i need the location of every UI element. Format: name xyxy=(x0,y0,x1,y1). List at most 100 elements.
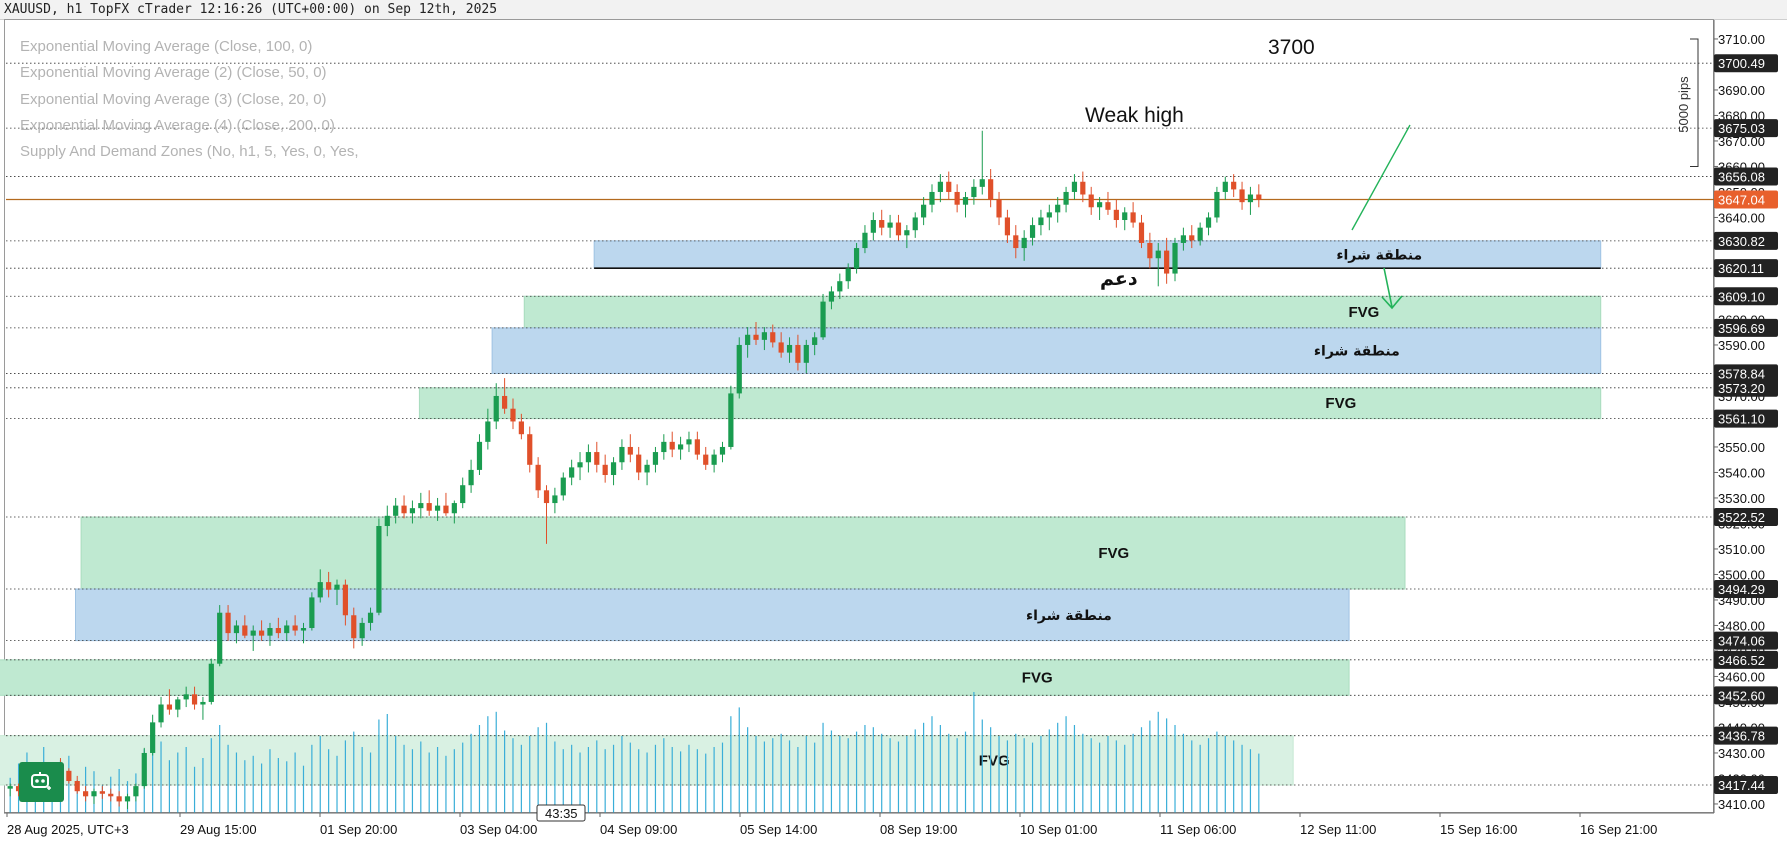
level-label: 3578.84 xyxy=(1718,366,1765,381)
candle-layer xyxy=(7,130,1262,810)
level-label: 3474.06 xyxy=(1718,634,1765,649)
candle-body xyxy=(552,495,558,504)
candle-body xyxy=(485,421,491,442)
candle-body xyxy=(376,526,382,613)
candle-body xyxy=(1105,202,1111,210)
candle-body xyxy=(677,444,684,450)
candle-body xyxy=(1055,204,1061,213)
candle-body xyxy=(443,505,449,514)
trading-bot-button[interactable] xyxy=(19,762,64,802)
current-price-label: 3647.04 xyxy=(1718,193,1765,208)
candle-body xyxy=(451,503,457,514)
candle-body xyxy=(770,332,776,343)
candle-body xyxy=(267,628,273,636)
candle-body xyxy=(1256,194,1262,200)
candle-body xyxy=(862,232,868,249)
candle-body xyxy=(803,344,809,363)
level-label: 3656.08 xyxy=(1718,169,1765,184)
candle-body xyxy=(569,467,575,478)
candle-body xyxy=(434,505,441,511)
grid-layer xyxy=(6,62,1714,786)
candle-body xyxy=(1088,194,1094,208)
candle-body xyxy=(200,701,206,705)
candle-body xyxy=(150,722,156,753)
candle-body xyxy=(1080,181,1086,195)
annotation-3700: 3700 xyxy=(1268,36,1315,59)
candle-body xyxy=(1138,222,1145,243)
candle-body xyxy=(1231,181,1237,190)
level-label-box xyxy=(1714,686,1778,705)
candle-body xyxy=(1147,242,1153,259)
level-label-box xyxy=(1714,409,1778,428)
candle-body xyxy=(367,612,374,623)
candle-body xyxy=(183,694,189,700)
candle-body xyxy=(652,452,659,465)
candle-body xyxy=(602,464,608,476)
candle-body xyxy=(1122,212,1128,221)
x-tick-label: 08 Sep 19:00 xyxy=(880,822,957,837)
candle-body xyxy=(619,446,625,463)
candle-body xyxy=(99,791,105,794)
indicator-ema-100[interactable]: Exponential Moving Average (Close, 100, … xyxy=(20,38,313,55)
indicator-supply-demand[interactable]: Supply And Demand Zones (No, h1, 5, Yes,… xyxy=(20,143,359,161)
indicator-ema-50[interactable]: Exponential Moving Average (2) (Close, 5… xyxy=(20,64,327,82)
y-tick-label: 3500.00 xyxy=(1718,567,1765,582)
x-tick-label: 10 Sep 01:00 xyxy=(1020,822,1097,837)
level-label: 3700.49 xyxy=(1718,56,1765,71)
candle-body xyxy=(242,625,248,636)
countdown-label: 43:35 xyxy=(545,806,578,821)
candle-body xyxy=(912,217,918,231)
candle-body xyxy=(745,334,751,345)
candle-body xyxy=(1164,250,1170,274)
level-label-box xyxy=(1714,650,1778,669)
candle-body xyxy=(7,786,13,789)
level-label-box xyxy=(1714,318,1778,337)
candle-body xyxy=(158,704,164,723)
candle-body xyxy=(91,791,97,797)
candle-body xyxy=(108,793,114,797)
indicator-ema-200[interactable]: Exponential Moving Average (4) (Close, 2… xyxy=(20,116,335,134)
candle-body xyxy=(175,699,181,710)
candle-body xyxy=(937,181,943,192)
candle-body xyxy=(493,395,499,422)
level-label-box xyxy=(1714,378,1778,397)
candle-body xyxy=(971,186,977,198)
candle-body xyxy=(560,477,566,496)
zone-label: FVG xyxy=(1098,545,1129,562)
candle-body xyxy=(837,281,843,292)
candle-body xyxy=(409,508,416,514)
level-label-box xyxy=(1714,231,1778,250)
level-label-box xyxy=(1714,287,1778,306)
candle-body xyxy=(1013,235,1019,249)
x-tick-label: 16 Sep 21:00 xyxy=(1580,822,1657,837)
annotation-weak-high: Weak high xyxy=(1085,104,1184,127)
candle-body xyxy=(703,454,709,465)
candle-body xyxy=(736,344,742,394)
y-tick-label: 3710.00 xyxy=(1718,32,1765,47)
y-tick-label: 3460.00 xyxy=(1718,669,1765,684)
candle-body xyxy=(66,770,72,782)
indicator-legend: Exponential Moving Average (Close, 100, … xyxy=(20,34,359,165)
measure-bracket xyxy=(1690,38,1699,167)
candle-body xyxy=(418,503,424,509)
candle-body xyxy=(962,197,969,205)
zone-label: FVG xyxy=(1348,304,1379,321)
zone-fvg xyxy=(80,516,1406,590)
indicator-ema-20[interactable]: Exponential Moving Average (3) (Close, 2… xyxy=(20,90,327,108)
candle-body xyxy=(887,222,893,228)
candle-body xyxy=(921,204,927,218)
x-tick-label: 11 Sep 06:00 xyxy=(1160,822,1236,837)
robot-icon xyxy=(31,772,51,790)
projection-line xyxy=(1351,124,1411,231)
down-arrow-icon xyxy=(1381,267,1403,310)
candle-body xyxy=(476,441,483,470)
candle-body xyxy=(853,248,860,269)
volume-layer xyxy=(9,692,1260,813)
candle-body xyxy=(384,515,390,527)
candle-body xyxy=(1038,217,1044,226)
candle-body xyxy=(334,584,340,590)
x-tick-label: 28 Aug 2025, UTC+3 xyxy=(7,822,129,837)
level-label-box xyxy=(1714,775,1778,794)
candle-body xyxy=(1214,191,1220,218)
